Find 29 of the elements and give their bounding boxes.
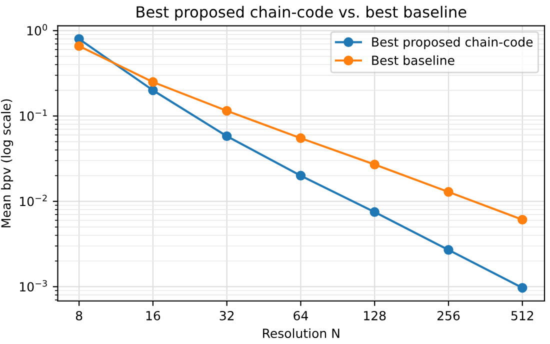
point (296, 170, 306, 181)
chart-title: Best proposed chain-code vs. best baseline (136, 6, 466, 21)
point (296, 133, 306, 144)
x-tick-label: 32 (220, 310, 234, 320)
point (518, 282, 528, 293)
x-tick-label: 16 (146, 310, 160, 320)
point (222, 131, 232, 142)
point (444, 245, 454, 255)
point (370, 160, 380, 170)
y-tick-label: 10$^{−2}$ (20, 194, 47, 206)
legend-label: Best proposed chain-code (372, 37, 533, 50)
point (222, 106, 232, 116)
x-tick-label: 64 (294, 310, 308, 320)
x-tick-label: 512 (511, 310, 534, 320)
y-tick-label: 10$^{0}$ (27, 24, 48, 36)
point (370, 207, 380, 217)
point (148, 85, 158, 96)
point (148, 77, 158, 87)
y-tick-label: 10$^{−3}$ (20, 280, 47, 292)
x-axis-title: Resolution N (263, 328, 340, 338)
x-tick-label: 128 (364, 310, 386, 320)
x-tick-label: 8 (76, 310, 82, 320)
y-tick-label: 10$^{−1}$ (20, 110, 47, 121)
x-tick-label: 256 (437, 310, 460, 320)
point (518, 214, 528, 225)
point (444, 187, 454, 197)
legend-label: Best baseline (372, 55, 454, 66)
y-axis-title: Mean bpv (log scale) (1, 99, 14, 228)
point (74, 41, 84, 51)
